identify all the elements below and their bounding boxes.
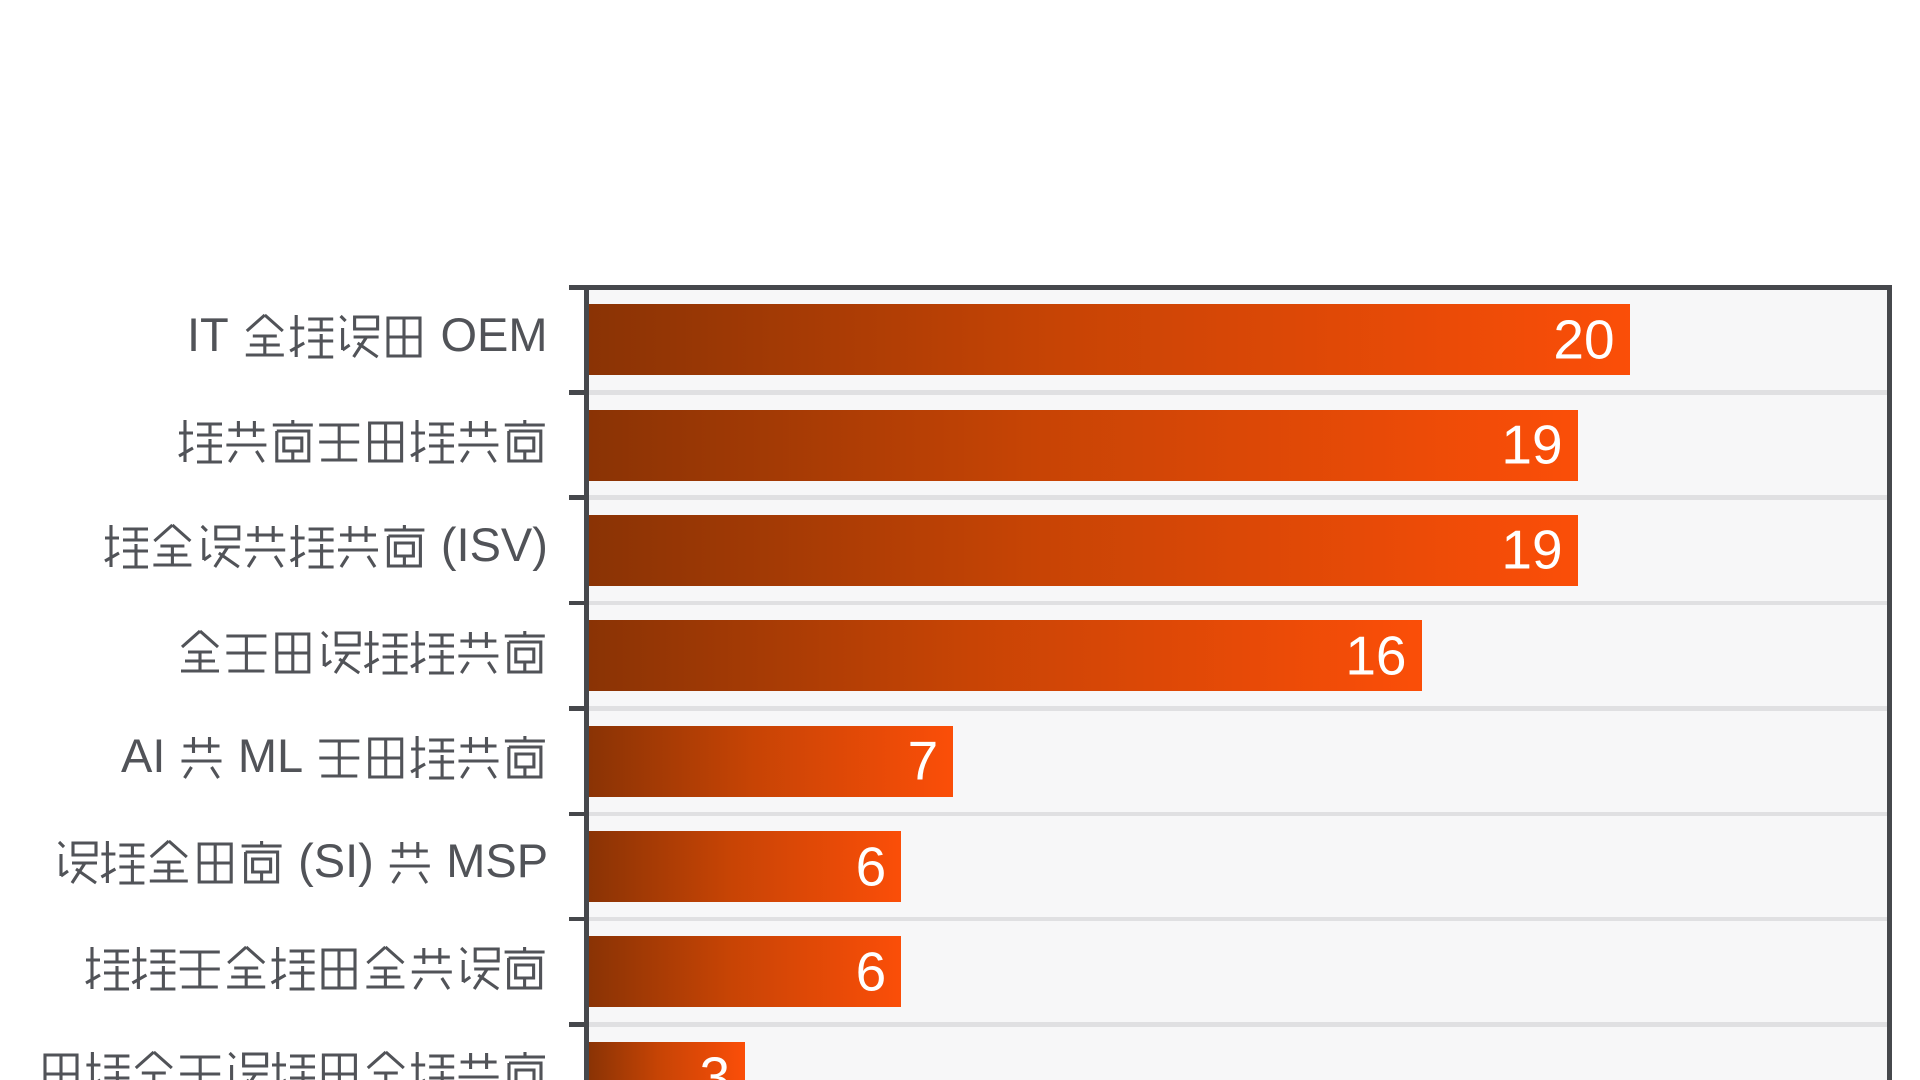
svg-text:(ISV): (ISV) [441, 518, 548, 571]
svg-text:AI: AI [121, 729, 165, 782]
svg-text:OEM: OEM [441, 308, 548, 361]
svg-text:(SI): (SI) [298, 834, 374, 887]
svg-text:MSP: MSP [446, 834, 548, 887]
svg-text:ML: ML [238, 729, 303, 782]
svg-text:IT: IT [187, 308, 229, 361]
